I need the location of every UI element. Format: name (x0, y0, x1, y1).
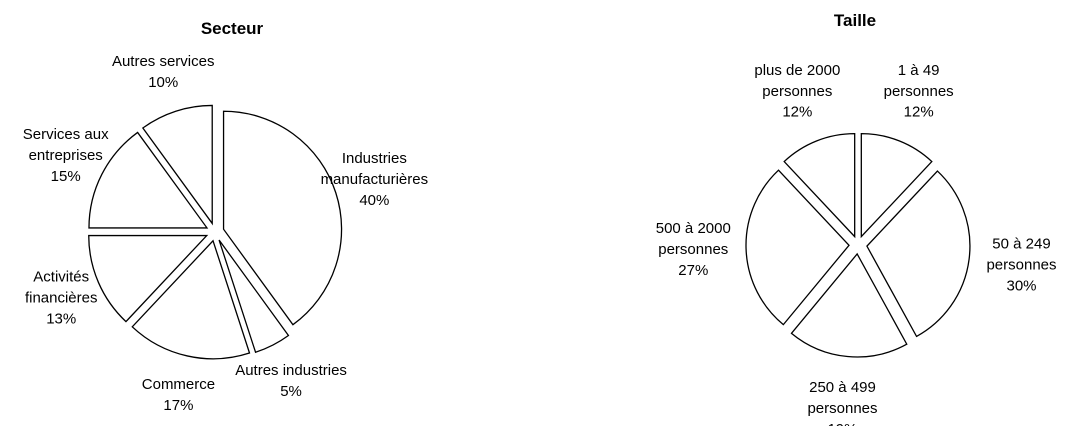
slice-label: Services aux entreprises (23, 126, 109, 164)
slice-label: 500 à 2000 personnes (656, 220, 731, 258)
slice-label: Autres services (112, 53, 215, 70)
pie-slice (88, 234, 209, 323)
value-label: 5% (280, 383, 302, 400)
value-label: 40% (359, 192, 389, 209)
value-label: 13% (46, 311, 76, 328)
value-label: 15% (51, 168, 81, 185)
slice-label: Autres industries (235, 362, 347, 379)
value-label: 12% (904, 104, 934, 121)
value-label: 10% (148, 74, 178, 91)
slice-label: 50 à 249 personnes (986, 236, 1056, 274)
value-label: 27% (678, 262, 708, 279)
pie-slice (88, 131, 209, 229)
pie-slice (131, 239, 251, 360)
pie-slice (141, 104, 213, 226)
slice-label: plus de 2000 personnes (754, 62, 840, 100)
pie-slice (790, 252, 908, 358)
chart-title: Secteur (201, 19, 264, 38)
pie-slice (218, 239, 290, 354)
pie-slice (866, 170, 971, 338)
value-label: 12% (782, 104, 812, 121)
pie-slice (745, 169, 850, 326)
slice-label: Activités financières (25, 269, 98, 307)
value-label: 17% (163, 397, 193, 414)
pie-slice (860, 132, 933, 239)
value-label: 19% (827, 421, 857, 426)
slice-label: 250 à 499 personnes (807, 379, 877, 417)
pie-slice (783, 132, 856, 239)
slice-label: Commerce (142, 376, 215, 393)
chart-title: Taille (834, 11, 876, 30)
slice-label: 1 à 49 personnes (884, 62, 954, 100)
slice-label: Industries manufacturières (321, 150, 429, 188)
value-label: 30% (1006, 278, 1036, 295)
pie-slice (222, 110, 343, 326)
